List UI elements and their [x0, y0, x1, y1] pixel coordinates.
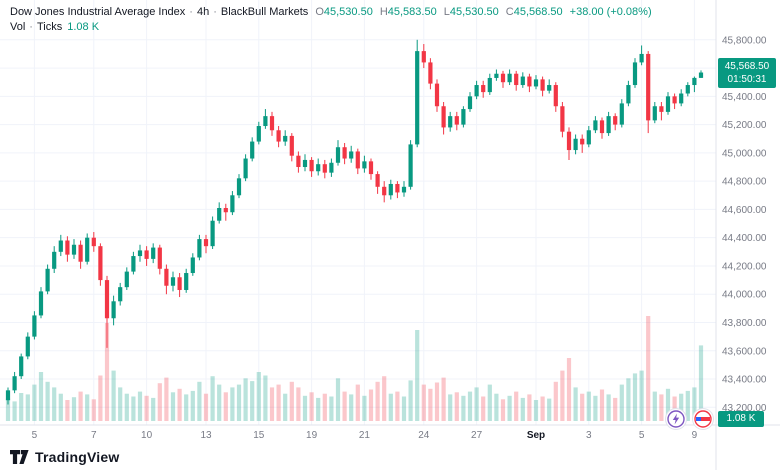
- svg-text:45,800.00: 45,800.00: [722, 35, 767, 46]
- svg-text:19: 19: [306, 430, 318, 441]
- svg-text:44,200.00: 44,200.00: [722, 261, 767, 272]
- volume-legend: Vol · Ticks 1.08 K: [10, 21, 99, 33]
- lightning-icon[interactable]: [666, 409, 686, 429]
- svg-text:Sep: Sep: [527, 430, 545, 441]
- last-volume-badge: 1.08 K: [718, 411, 764, 427]
- last-price-badge[interactable]: 45,568.50 01:50:31: [718, 57, 776, 88]
- svg-text:43,400.00: 43,400.00: [722, 375, 767, 386]
- svg-text:5: 5: [32, 430, 38, 441]
- volume-label[interactable]: Vol: [10, 21, 26, 33]
- separator-dot: ·: [213, 6, 217, 18]
- broker-icon[interactable]: [693, 409, 713, 429]
- svg-text:10: 10: [141, 430, 153, 441]
- svg-text:44,600.00: 44,600.00: [722, 205, 767, 216]
- separator-dot: ·: [29, 21, 33, 33]
- tradingview-logo-icon: [10, 449, 29, 464]
- tradingview-logo[interactable]: TradingView: [10, 449, 119, 465]
- svg-text:44,800.00: 44,800.00: [722, 177, 767, 188]
- high-label: H: [379, 6, 388, 18]
- svg-text:7: 7: [91, 430, 97, 441]
- svg-text:44,000.00: 44,000.00: [722, 290, 767, 301]
- svg-text:15: 15: [253, 430, 265, 441]
- high-value: 45,583.50: [387, 6, 437, 18]
- close-value: 45,568.50: [513, 6, 563, 18]
- svg-text:5: 5: [639, 430, 645, 441]
- last-price: 45,568.50: [724, 60, 770, 72]
- bar-countdown: 01:50:31: [727, 73, 767, 85]
- open-label: O: [315, 6, 324, 18]
- svg-text:43,600.00: 43,600.00: [722, 346, 767, 357]
- svg-text:9: 9: [692, 430, 698, 441]
- interval-label[interactable]: 4h: [196, 6, 210, 18]
- volume-type-label: Ticks: [36, 21, 63, 33]
- svg-text:24: 24: [418, 430, 430, 441]
- symbol-legend: Dow Jones Industrial Average Index · 4h · Bl…: [10, 6, 652, 18]
- svg-text:45,400.00: 45,400.00: [722, 92, 767, 103]
- svg-text:3: 3: [586, 430, 592, 441]
- svg-text:43,800.00: 43,800.00: [722, 318, 767, 329]
- svg-text:21: 21: [359, 430, 371, 441]
- svg-text:44,400.00: 44,400.00: [722, 233, 767, 244]
- svg-text:43,200.00: 43,200.00: [722, 403, 767, 414]
- svg-text:13: 13: [200, 430, 212, 441]
- low-value: 45,530.50: [449, 6, 499, 18]
- svg-text:45,000.00: 45,000.00: [722, 148, 767, 159]
- feed-label[interactable]: BlackBull Markets: [220, 6, 309, 18]
- tradingview-logo-text: TradingView: [35, 449, 120, 465]
- symbol-title[interactable]: Dow Jones Industrial Average Index: [10, 6, 186, 18]
- change-value: +38.00 (+0.08%): [569, 6, 652, 18]
- volume-value: 1.08 K: [67, 21, 100, 33]
- svg-text:27: 27: [471, 430, 483, 441]
- quick-trade-buttons: [666, 409, 713, 429]
- close-label: C: [505, 6, 514, 18]
- open-value: 45,530.50: [323, 6, 373, 18]
- svg-text:45,200.00: 45,200.00: [722, 120, 767, 131]
- low-label: L: [443, 6, 450, 18]
- separator-dot: ·: [189, 6, 193, 18]
